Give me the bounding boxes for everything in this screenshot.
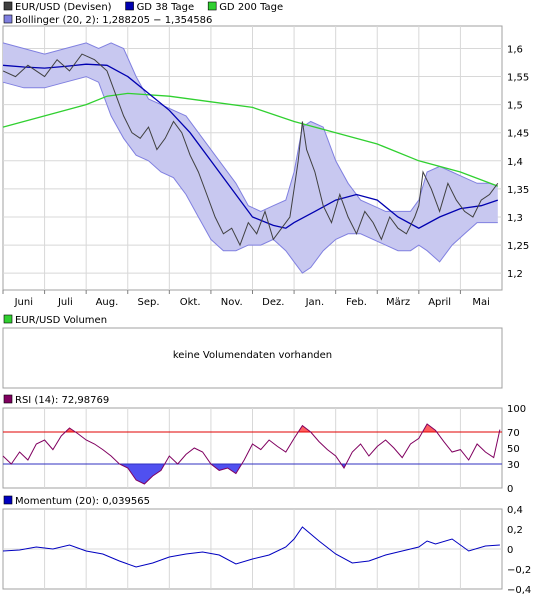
y-tick-label: 1,45	[507, 129, 529, 140]
legend-label: EUR/USD (Devisen)	[15, 2, 112, 13]
legend-swatch	[3, 1, 13, 11]
momentum-line	[2, 526, 500, 568]
y-tick-label: 1,25	[507, 241, 529, 252]
y-tick-label: 30	[507, 460, 520, 471]
y-tick-label: 50	[507, 444, 520, 455]
y-tick-label: 100	[507, 404, 526, 415]
x-tick-label: Okt.	[180, 297, 201, 308]
x-tick-label: Juli	[57, 297, 73, 308]
x-tick-label: Mai	[472, 297, 490, 308]
y-tick-label: 0,2	[507, 525, 523, 536]
legend-label: Momentum (20): 0,039565	[15, 496, 150, 507]
x-tick-label: Feb.	[346, 297, 367, 308]
no-volume-message: keine Volumendaten vorhanden	[173, 350, 332, 361]
price-line	[2, 53, 499, 247]
y-tick-label: −0,4	[507, 585, 531, 596]
gd200-line	[2, 92, 499, 187]
legend-label: GD 200 Tage	[219, 2, 283, 13]
y-tick-label: 1,55	[507, 73, 529, 84]
y-tick-label: 1,2	[507, 269, 523, 280]
y-tick-label: 0,4	[507, 505, 523, 516]
legend-swatch	[3, 495, 13, 505]
y-tick-label: 1,35	[507, 185, 529, 196]
bollinger-band-fill	[3, 42, 498, 274]
x-tick-label: Aug.	[96, 297, 119, 308]
x-tick-label: Nov.	[221, 297, 243, 308]
legend-swatch	[207, 1, 217, 11]
y-tick-label: 1,3	[507, 213, 523, 224]
legend-swatch	[3, 14, 13, 24]
rsi-line	[2, 423, 501, 485]
legend-label: EUR/USD Volumen	[15, 315, 107, 326]
legend-swatch	[3, 314, 13, 324]
volume-panel	[2, 327, 503, 389]
x-tick-label: Sep.	[138, 297, 160, 308]
y-tick-label: 1,5	[507, 101, 523, 112]
legend-label: GD 38 Tage	[137, 2, 195, 13]
x-tick-label: April	[428, 297, 451, 308]
y-tick-label: 1,6	[507, 44, 523, 55]
y-tick-label: −0,2	[507, 565, 531, 576]
y-tick-label: 0	[507, 484, 513, 495]
legend-swatch	[125, 1, 134, 11]
legend-label: RSI (14): 72,98769	[15, 395, 109, 406]
y-tick-label: 0	[507, 545, 513, 556]
x-tick-label: Dez.	[262, 297, 284, 308]
legend-label: Bollinger (20, 2): 1,288205 − 1,354586	[15, 15, 212, 26]
gd38-line	[2, 63, 499, 229]
bollinger-upper-line	[2, 42, 498, 212]
x-tick-label: Juni	[14, 297, 33, 308]
x-tick-label: März	[386, 297, 410, 308]
y-tick-label: 1,4	[507, 157, 523, 168]
legend-swatch	[3, 394, 13, 404]
x-tick-label: Jan.	[305, 297, 325, 308]
y-tick-label: 70	[507, 428, 520, 439]
bollinger-lower-line	[2, 76, 498, 274]
